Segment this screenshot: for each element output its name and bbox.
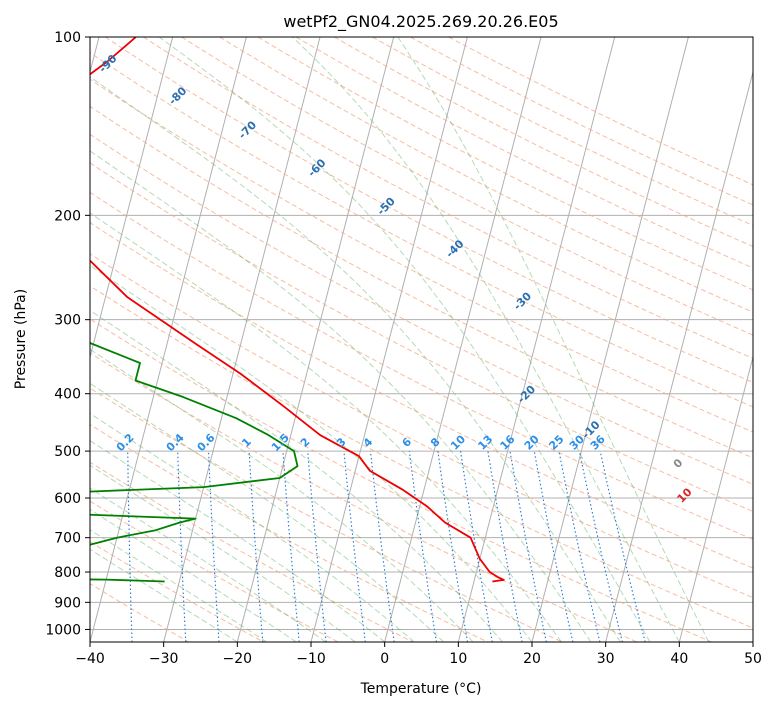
y-tick-label: 100	[54, 30, 81, 46]
dry-adiabat	[90, 387, 563, 642]
dry-adiabat	[90, 461, 414, 642]
x-tick-label: −20	[223, 651, 253, 667]
mixing-ratio-line	[578, 450, 623, 642]
mixing-ratio-line	[282, 451, 300, 642]
moist-adiabat	[90, 348, 474, 642]
mixing-ratio-line	[369, 451, 395, 642]
dry-adiabat	[90, 541, 264, 642]
x-tick-label: 10	[449, 651, 467, 667]
dry-adiabat	[90, 191, 753, 540]
mixing-ratio-lines	[127, 450, 646, 642]
dry-adiabat	[90, 285, 753, 629]
mixing-ratio-line	[343, 451, 366, 642]
moist-adiabat	[90, 487, 326, 642]
x-axis: −40 −30 −20 −10 0 10 20 30 40 50	[75, 642, 762, 667]
moist-adiabat	[158, 37, 651, 642]
y-tick-label: 1000	[45, 622, 81, 638]
dry-adiabat	[90, 500, 339, 642]
moist-adiabat	[397, 37, 710, 642]
x-tick-label: −40	[75, 651, 105, 667]
y-tick-label: 700	[54, 531, 81, 547]
x-tick-label: 40	[670, 651, 688, 667]
moist-adiabat	[90, 309, 503, 642]
moist-adiabat	[90, 150, 592, 642]
plot-area: 0.10.20.40.611.52346810131620253036-100-…	[90, 37, 753, 642]
isotherm-line	[384, 37, 542, 642]
sounding-series	[90, 37, 505, 583]
y-tick-label: 500	[54, 444, 81, 460]
mixing-ratio-line	[437, 451, 469, 642]
moist-adiabat	[90, 508, 297, 642]
isotherm-line	[605, 69, 753, 642]
y-tick-label: 600	[54, 491, 81, 507]
mixing-ratio-line	[509, 451, 547, 642]
x-tick-label: 0	[380, 651, 389, 667]
moist-adiabat	[90, 264, 533, 642]
isotherm-line	[90, 37, 247, 642]
mixing-ratio-line	[307, 451, 327, 642]
moist-adiabat	[291, 37, 680, 642]
dry-adiabat	[90, 352, 638, 642]
x-tick-label: 50	[744, 651, 762, 667]
moist-adiabat	[90, 76, 621, 642]
dry-adiabat	[181, 37, 753, 336]
x-tick-label: −30	[149, 651, 179, 667]
dry-adiabat	[90, 52, 753, 408]
dry-adiabat	[90, 583, 190, 642]
moist-adiabat	[90, 212, 562, 642]
mixing-ratio-line	[408, 451, 437, 642]
dry-adiabat	[90, 253, 753, 599]
temperature-profile-line	[90, 37, 505, 583]
mixing-ratio-line	[599, 450, 646, 642]
dry-adiabat	[219, 37, 753, 313]
y-tick-label: 900	[54, 595, 81, 611]
isotherm-line	[90, 37, 174, 359]
y-tick-label: 300	[54, 313, 81, 329]
isotherm-line	[531, 37, 689, 642]
moist-adiabat	[90, 529, 268, 642]
y-axis: 100 200 300 400 500 600 700 800 900 1000	[45, 30, 90, 638]
mixing-ratio-line	[533, 451, 574, 642]
isotherm-line	[163, 37, 321, 642]
dewpoint-profile-line	[90, 342, 299, 583]
dry-adiabats	[90, 37, 753, 642]
y-tick-label: 200	[54, 208, 81, 224]
isotherm-line	[678, 354, 753, 642]
x-axis-label: Temperature (°C)	[360, 681, 482, 697]
chart-title: wetPf2_GN04.2025.269.20.26.E05	[283, 12, 558, 32]
x-tick-label: 20	[523, 651, 541, 667]
dry-adiabat	[90, 318, 712, 642]
y-tick-label: 800	[54, 565, 81, 581]
y-axis-label: Pressure (hPa)	[13, 289, 29, 389]
isotherm-line	[457, 37, 616, 642]
moist-adiabat	[90, 440, 385, 642]
dry-adiabat	[90, 133, 753, 485]
plot-frame	[89, 36, 754, 643]
isotherm-grid	[90, 37, 753, 642]
dry-adiabat	[90, 78, 753, 433]
x-tick-label: −10	[296, 651, 326, 667]
x-tick-label: 30	[597, 651, 615, 667]
mixing-ratio-line	[558, 450, 601, 642]
mixing-ratio-line	[248, 451, 264, 642]
isotherm-line	[236, 37, 395, 642]
dry-adiabat	[90, 162, 753, 513]
y-tick-label: 400	[54, 387, 81, 403]
